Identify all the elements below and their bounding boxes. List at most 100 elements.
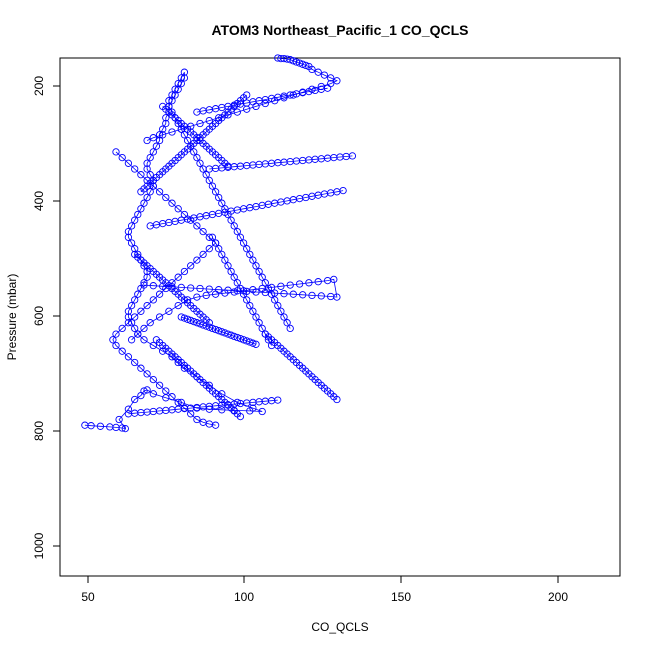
x-tick-label: 100 (234, 590, 254, 604)
data-point (267, 283, 276, 292)
data-point (208, 182, 217, 190)
data-point (202, 322, 210, 330)
data-point (168, 393, 176, 401)
data-point (187, 410, 195, 418)
y-tick: 200 (32, 76, 60, 96)
data-point (215, 245, 223, 253)
data-point (230, 222, 238, 230)
data-point (143, 159, 151, 167)
data-point (149, 390, 157, 398)
data-point (187, 262, 195, 270)
data-point (137, 307, 145, 315)
data-point (218, 199, 226, 207)
data-point (327, 74, 335, 82)
x-axis: 50 100 150 200 (81, 576, 568, 604)
data-point (127, 222, 136, 230)
data-point (302, 61, 310, 70)
data-point (174, 85, 182, 93)
data-point (211, 239, 220, 247)
data-point (196, 119, 204, 128)
data-point (308, 291, 316, 300)
data-point (249, 404, 257, 412)
data-point (165, 97, 173, 105)
data-point (162, 119, 170, 128)
data-point (131, 313, 139, 321)
data-point (243, 337, 251, 345)
y-tick-label: 200 (32, 76, 46, 96)
series-4 (146, 186, 347, 230)
data-point (155, 188, 164, 196)
data-point (171, 91, 179, 99)
x-tick-label: 200 (548, 590, 568, 604)
data-point (121, 424, 129, 433)
data-point (255, 319, 263, 327)
data-point (143, 165, 151, 173)
data-point (252, 340, 260, 348)
y-tick: 400 (32, 191, 60, 211)
data-point (112, 148, 120, 156)
data-point (243, 91, 251, 99)
data-point (224, 330, 232, 338)
data-point (215, 327, 223, 335)
data-point (249, 256, 257, 264)
data-point (134, 290, 142, 298)
data-point (127, 336, 136, 344)
data-point (96, 422, 105, 430)
data-point (330, 275, 338, 284)
data-point (174, 79, 182, 88)
chart-title: ATOM3 Northeast_Pacific_1 CO_QCLS (211, 22, 468, 38)
data-point (205, 285, 213, 293)
data-point (143, 136, 151, 145)
data-point (134, 330, 142, 338)
data-point (295, 280, 304, 288)
data-point (236, 412, 245, 421)
data-point (249, 307, 257, 315)
data-point (233, 108, 241, 116)
y-tick: 1000 (32, 532, 60, 559)
data-point (199, 321, 207, 329)
data-point (143, 273, 151, 281)
data-point (118, 347, 126, 355)
series-7 (131, 250, 213, 327)
data-point (252, 313, 260, 321)
data-point (317, 292, 325, 300)
data-point (112, 330, 120, 338)
data-point (127, 239, 136, 247)
data-point (131, 395, 139, 404)
data-point (233, 333, 241, 342)
series-11 (193, 84, 332, 116)
data-point (131, 324, 139, 333)
data-point (286, 281, 294, 289)
data-point (143, 370, 151, 378)
data-point (230, 332, 238, 341)
data-point (171, 85, 179, 93)
x-tick: 100 (234, 576, 254, 604)
data-point (124, 353, 133, 361)
data-point (159, 125, 167, 133)
data-point (159, 131, 167, 139)
y-tick-label: 800 (32, 421, 46, 441)
data-point (162, 114, 170, 122)
data-point (140, 387, 148, 395)
data-point (155, 381, 164, 389)
data-point (274, 54, 282, 62)
data-point (155, 313, 164, 321)
data-point (177, 74, 185, 82)
data-point (339, 186, 347, 195)
series-line (140, 94, 247, 193)
data-point (211, 325, 220, 334)
series-9 (177, 313, 260, 348)
data-point (140, 324, 148, 333)
data-point (155, 290, 164, 298)
data-point (327, 292, 335, 301)
data-point (193, 293, 201, 301)
data-point (205, 245, 213, 253)
data-point (196, 320, 204, 328)
data-point (239, 336, 248, 344)
series-line (162, 106, 229, 167)
data-point (252, 262, 260, 270)
data-point (280, 290, 288, 298)
data-point (227, 216, 235, 224)
data-point (221, 329, 229, 337)
data-point (162, 193, 170, 202)
